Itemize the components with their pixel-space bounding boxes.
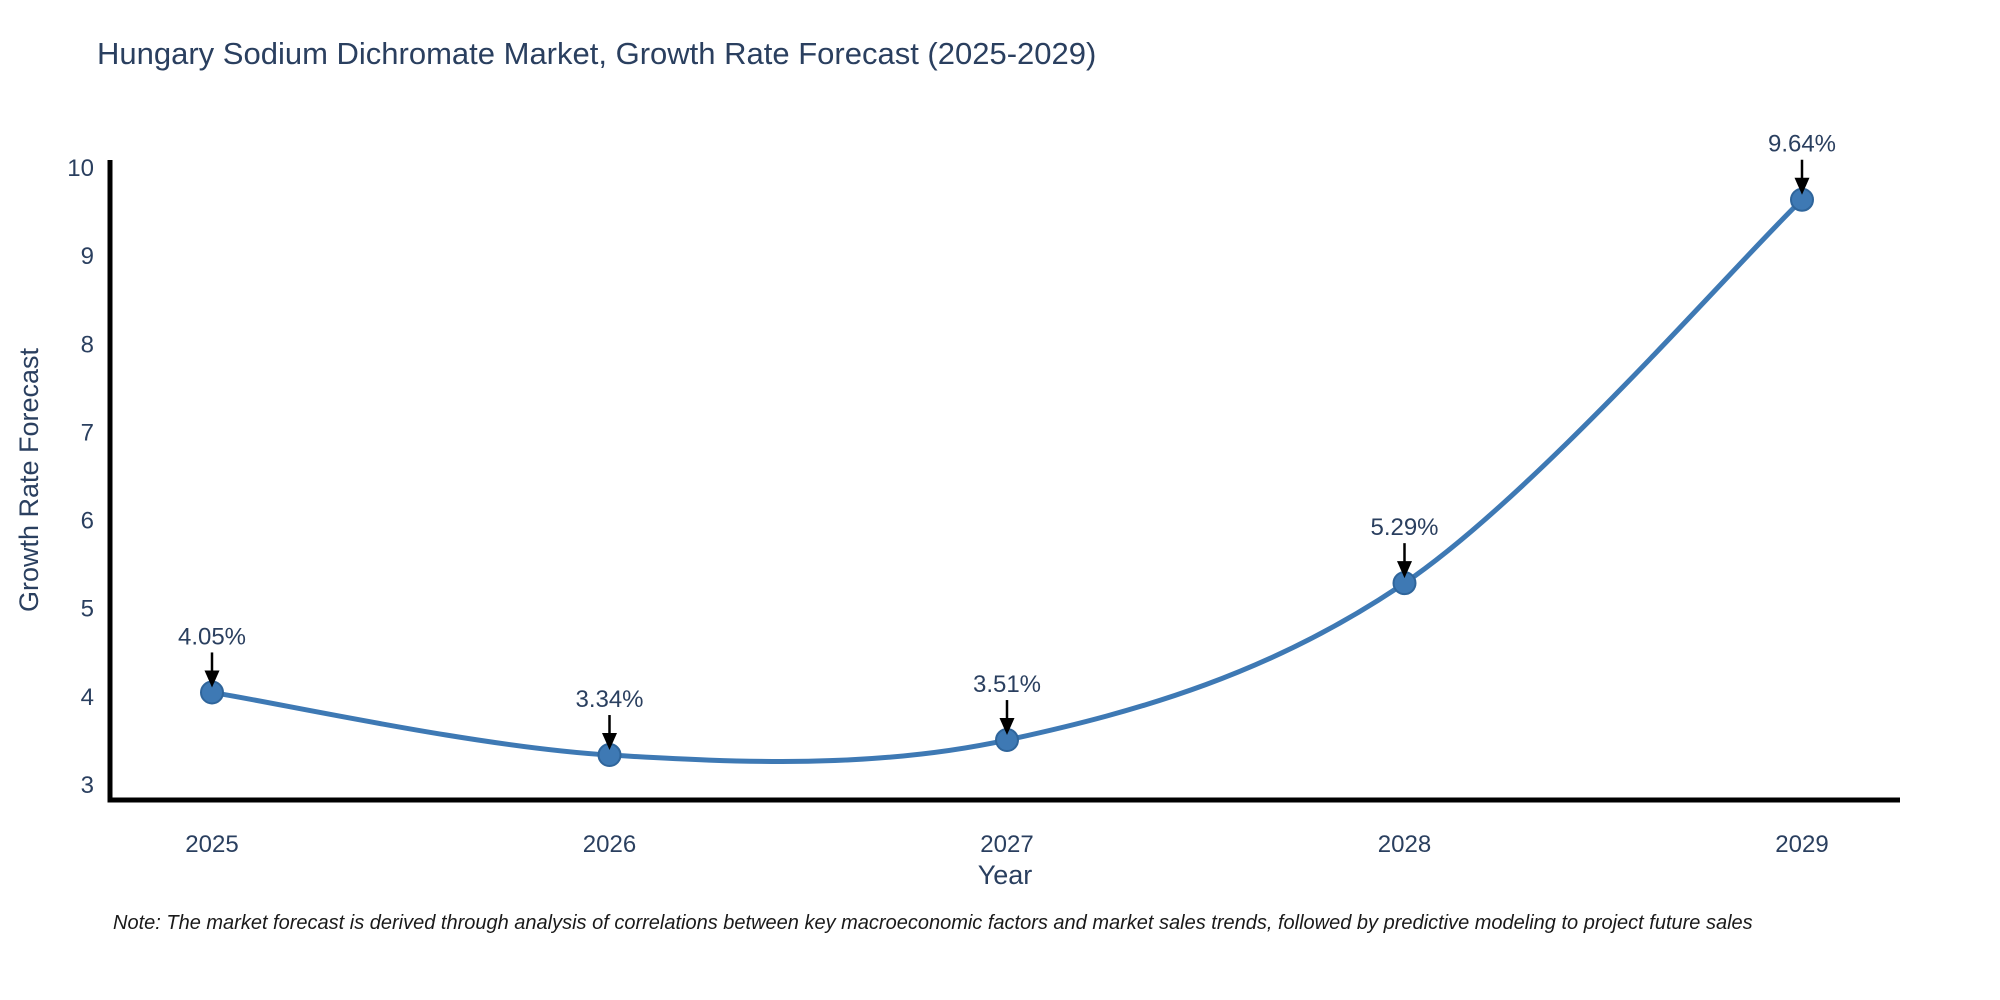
annotation-label: 3.51% [973,671,1041,698]
chart-title: Hungary Sodium Dichromate Market, Growth… [97,36,1097,71]
x-axis-title: Year [978,860,1033,890]
y-tick-label: 5 [81,596,94,623]
annotation-arrowhead [602,733,617,751]
y-tick-label: 8 [81,331,94,358]
annotation-label: 9.64% [1768,131,1836,158]
y-tick-label: 3 [81,772,94,799]
x-tick-label: 2027 [980,831,1033,858]
y-tick-label: 9 [81,243,94,270]
annotation-arrowhead [1794,177,1810,195]
y-tick-label: 6 [81,508,94,535]
annotation-label: 3.34% [575,686,643,713]
x-tick-label: 2029 [1775,831,1828,858]
axis-lines [107,160,1900,803]
footnote: Note: The market forecast is derived thr… [113,912,1753,934]
annotation-arrowhead [999,718,1015,736]
annotation-label: 5.29% [1370,514,1438,541]
x-tick-label: 2025 [185,831,238,858]
y-tick-label: 10 [67,155,94,182]
annotation-label: 4.05% [178,623,246,650]
y-tick-label: 4 [81,684,94,711]
annotation-arrowhead [1397,561,1412,579]
y-tick-label: 7 [81,419,94,446]
x-tick-label: 2026 [583,831,636,858]
annotation-arrowhead [204,670,220,688]
y-axis-title: Growth Rate Forecast [14,347,44,612]
x-tick-label: 2028 [1378,831,1431,858]
